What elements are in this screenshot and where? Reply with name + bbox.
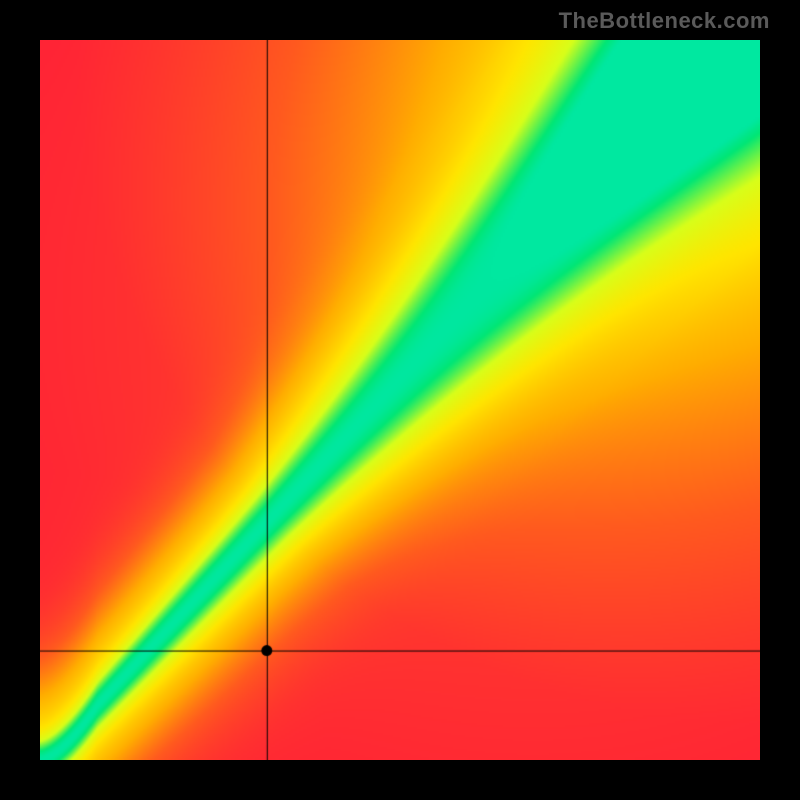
crosshair-overlay xyxy=(40,40,760,760)
watermark-text: TheBottleneck.com xyxy=(559,8,770,34)
